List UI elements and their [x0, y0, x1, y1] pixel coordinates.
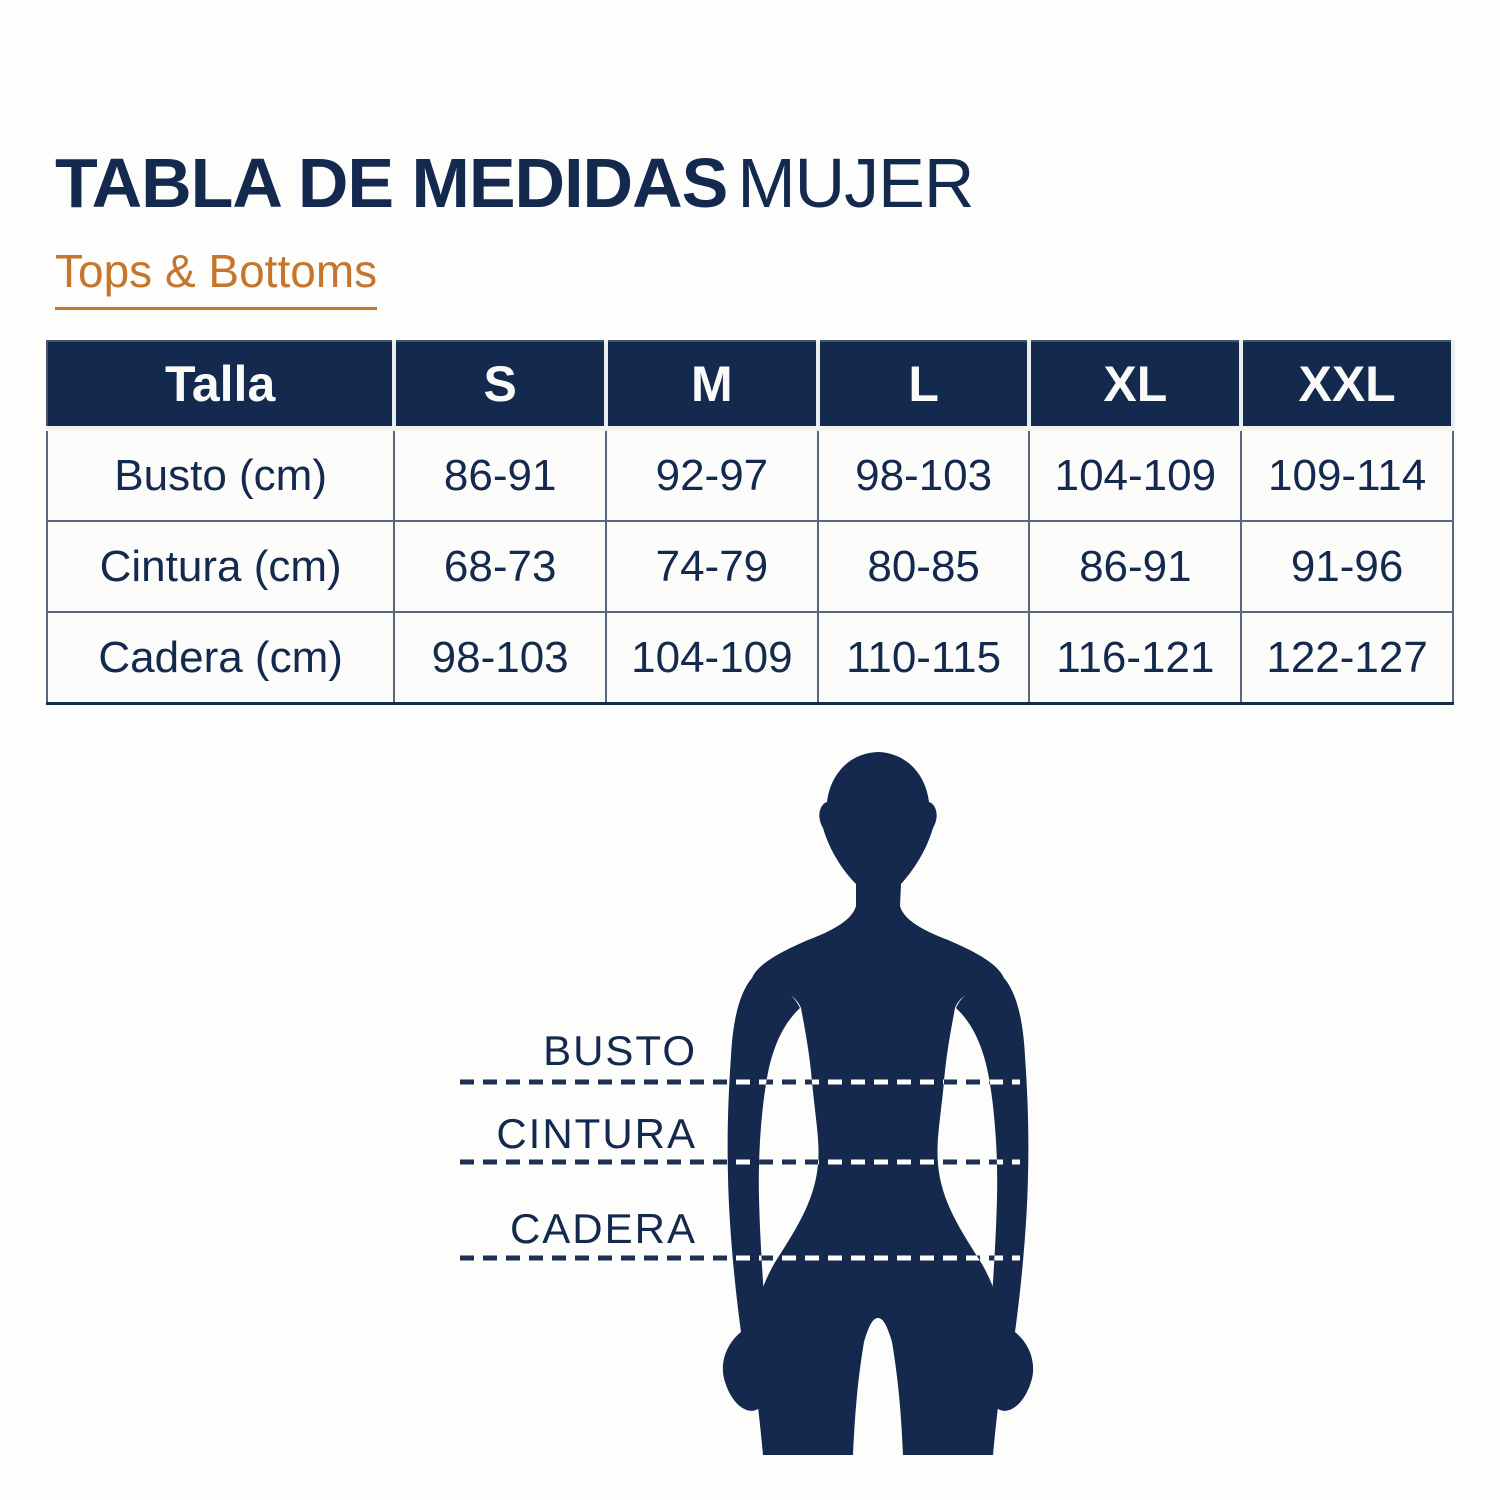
cell-cadera-xl: 116-121: [1028, 611, 1243, 705]
cell-cadera-xxl: 122-127: [1240, 611, 1454, 705]
cell-busto-xl: 104-109: [1028, 427, 1243, 522]
row-label-busto: Busto (cm): [45, 427, 396, 522]
column-header-l: L: [817, 341, 1032, 431]
row-label-cadera: Cadera (cm): [45, 611, 396, 705]
cell-busto-m: 92-97: [605, 427, 819, 522]
cell-busto-s: 86-91: [393, 427, 608, 522]
waist-label: CINTURA: [496, 1110, 697, 1157]
measurement-diagram: BUSTO CINTURA CADERA: [0, 740, 1500, 1500]
cell-cintura-xl: 86-91: [1028, 520, 1243, 613]
heading-block: TABLA DE MEDIDAS MUJER Tops & Bottoms: [55, 148, 974, 310]
cell-cadera-s: 98-103: [393, 611, 608, 705]
bust-label: BUSTO: [543, 1027, 697, 1074]
female-body-silhouette: [722, 752, 1034, 1455]
cell-cadera-m: 104-109: [605, 611, 819, 705]
torso-head-legs-shape: [751, 752, 1005, 1455]
page-title-suffix: MUJER: [737, 144, 974, 222]
cell-cintura-l: 80-85: [816, 520, 1031, 613]
table-row-cadera: Cadera (cm) 98-103 104-109 110-115 116-1…: [45, 611, 1454, 705]
row-label-cintura: Cintura (cm): [45, 520, 396, 613]
column-header-m: M: [606, 341, 820, 431]
cell-cadera-l: 110-115: [816, 611, 1031, 705]
cell-busto-l: 98-103: [816, 427, 1031, 522]
size-table: Talla S M L XL XXL Busto (cm) 86-91 92-9…: [45, 340, 1455, 705]
page-title: TABLA DE MEDIDAS MUJER: [55, 148, 974, 218]
column-header-talla: Talla: [47, 341, 397, 431]
table-row-cintura: Cintura (cm) 68-73 74-79 80-85 86-91 91-…: [45, 520, 1454, 613]
cell-cintura-m: 74-79: [605, 520, 819, 613]
column-header-xl: XL: [1029, 341, 1244, 431]
category-link[interactable]: Tops & Bottoms: [55, 244, 378, 310]
hip-label: CADERA: [510, 1205, 697, 1252]
column-header-xxl: XXL: [1241, 341, 1455, 431]
page-title-main: TABLA DE MEDIDAS: [55, 144, 728, 222]
left-arm-shape: [722, 978, 800, 1411]
cell-cintura-xxl: 91-96: [1240, 520, 1454, 613]
size-table-header-row: Talla S M L XL XXL: [47, 341, 1455, 431]
cell-cintura-s: 68-73: [393, 520, 608, 613]
column-header-s: S: [394, 341, 609, 431]
table-row-busto: Busto (cm) 86-91 92-97 98-103 104-109 10…: [45, 427, 1454, 522]
right-arm-shape: [956, 978, 1034, 1411]
cell-busto-xxl: 109-114: [1240, 427, 1454, 522]
